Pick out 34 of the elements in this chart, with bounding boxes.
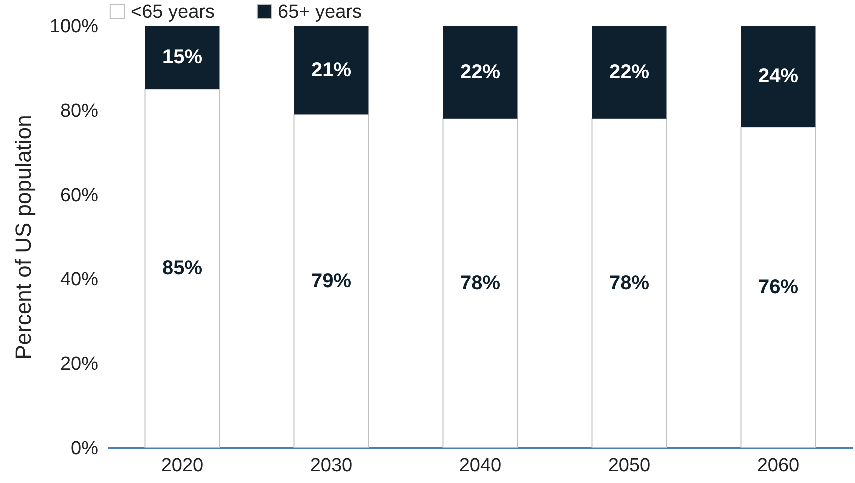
y-tick-label: 60% (60, 185, 99, 206)
x-tick-label: 2030 (310, 456, 353, 476)
legend-label: 65+ years (278, 2, 362, 23)
y-tick-label: 40% (60, 270, 99, 291)
y-tick-label: 0% (71, 438, 99, 460)
data-label: 21% (311, 59, 352, 82)
data-label: 78% (609, 272, 650, 294)
data-label: 76% (758, 276, 799, 299)
bar (592, 26, 667, 119)
data-label: 78% (460, 272, 501, 294)
y-tick-label: 80% (60, 100, 99, 122)
legend-label: <65 years (131, 2, 215, 23)
bar (592, 118, 668, 448)
x-tick-label: 2020 (161, 456, 204, 476)
y-tick-label: 100% (50, 16, 99, 38)
x-tick-label: 2050 (608, 456, 651, 476)
bar (442, 118, 518, 448)
x-tick-label: 2040 (459, 456, 502, 476)
data-label: 79% (311, 270, 352, 292)
bar (294, 26, 369, 115)
y-axis-title: Percent of US population (10, 115, 36, 360)
bar (145, 26, 220, 90)
data-label: 24% (758, 66, 799, 88)
bar (294, 114, 370, 448)
data-label: 22% (460, 61, 501, 84)
data-label: 22% (609, 61, 650, 84)
bar (144, 88, 220, 448)
bar (443, 26, 518, 119)
bar (740, 126, 816, 448)
data-label: 85% (162, 258, 203, 280)
data-label: 15% (162, 46, 203, 69)
x-tick-label: 2060 (757, 456, 800, 476)
y-tick-label: 20% (60, 354, 99, 376)
bar (741, 26, 816, 128)
